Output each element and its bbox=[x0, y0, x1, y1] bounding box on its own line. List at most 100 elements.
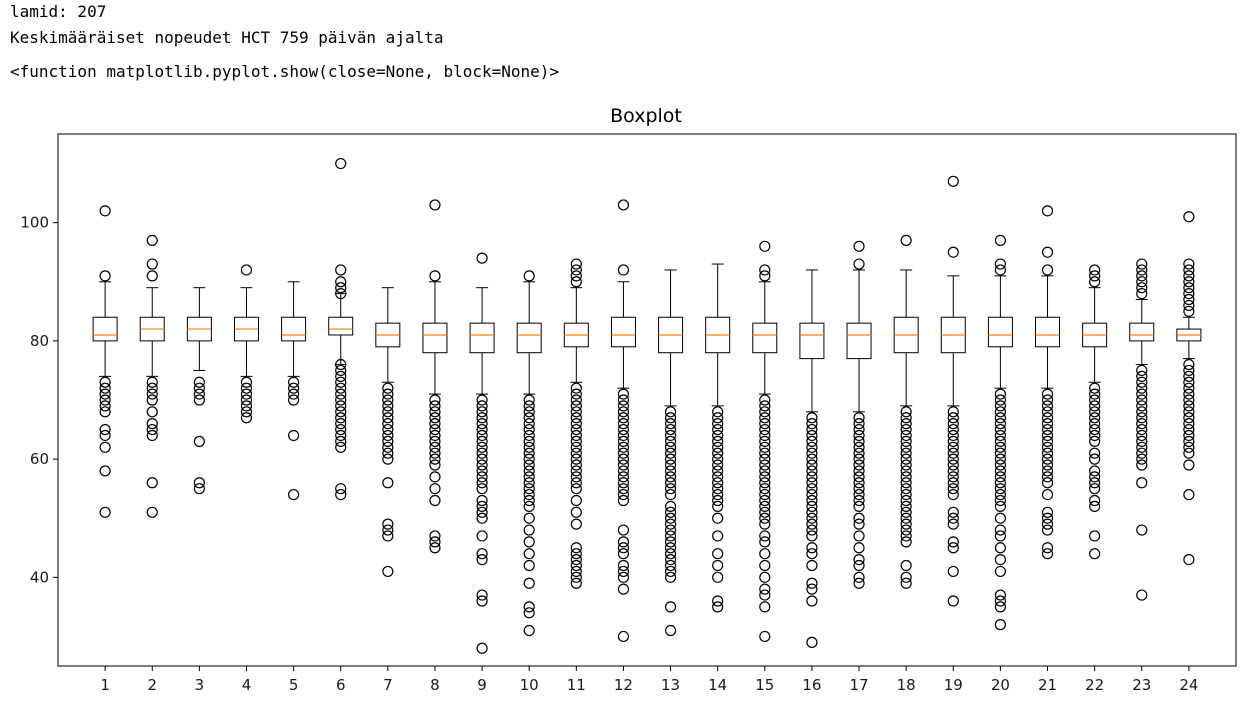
outlier-point bbox=[523, 400, 535, 412]
outlier-point bbox=[1136, 447, 1148, 459]
outlier-point bbox=[476, 465, 488, 477]
outlier-point bbox=[1183, 288, 1195, 300]
outlier-point bbox=[664, 512, 677, 524]
outlier-point bbox=[1136, 423, 1148, 436]
outlier-point bbox=[1041, 471, 1054, 483]
outlier-point bbox=[759, 571, 771, 583]
outlier-point bbox=[1183, 435, 1195, 447]
outlier-point bbox=[523, 483, 535, 495]
outlier-point bbox=[806, 524, 818, 536]
outlier-point bbox=[570, 418, 582, 430]
outlier-point bbox=[1183, 364, 1195, 377]
outlier-point bbox=[617, 488, 630, 501]
outlier-point bbox=[146, 376, 158, 388]
outlier-point bbox=[759, 465, 771, 477]
outlier-point bbox=[900, 477, 912, 489]
outlier-point bbox=[523, 429, 535, 442]
outlier-point bbox=[476, 429, 488, 442]
x-tick-label: 16 bbox=[802, 676, 821, 694]
outlier-point bbox=[806, 636, 818, 648]
outlier-point bbox=[1183, 264, 1195, 276]
outlier-point bbox=[429, 471, 441, 483]
outlier-point bbox=[947, 429, 959, 442]
outlier-point bbox=[1136, 435, 1148, 447]
outlier-point bbox=[900, 559, 912, 572]
outlier-point bbox=[759, 240, 771, 252]
outlier-point bbox=[712, 477, 724, 489]
box-iqr bbox=[1129, 322, 1155, 342]
outlier-point bbox=[523, 412, 535, 424]
outlier-point bbox=[994, 565, 1007, 578]
outlier-point bbox=[1089, 423, 1101, 436]
outlier-point bbox=[806, 412, 818, 424]
outlier-point bbox=[947, 453, 959, 465]
outlier-point bbox=[900, 465, 912, 477]
outlier-point bbox=[853, 435, 865, 447]
x-tick-label: 15 bbox=[755, 676, 774, 694]
outlier-point bbox=[1136, 376, 1148, 388]
outlier-point bbox=[759, 506, 771, 518]
outlier-point bbox=[382, 447, 394, 459]
outlier-point bbox=[617, 459, 630, 471]
outlier-point bbox=[806, 577, 818, 589]
outlier-point bbox=[759, 471, 771, 483]
box-group-17 bbox=[846, 240, 872, 589]
outlier-point bbox=[664, 423, 677, 436]
outlier-point bbox=[712, 601, 724, 613]
box-series bbox=[92, 157, 1202, 654]
box-group-8 bbox=[422, 199, 448, 554]
outlier-point bbox=[1136, 418, 1148, 430]
outlier-point bbox=[1136, 370, 1148, 382]
outlier-point bbox=[429, 400, 441, 412]
outlier-point bbox=[382, 412, 394, 424]
outlier-point bbox=[476, 548, 488, 560]
outlier-point bbox=[382, 423, 394, 436]
outlier-point bbox=[476, 506, 488, 518]
outlier-point bbox=[288, 376, 300, 388]
outlier-point bbox=[476, 453, 488, 465]
box-group-24 bbox=[1176, 211, 1202, 566]
outlier-point bbox=[335, 423, 347, 436]
outlier-point bbox=[523, 453, 535, 465]
outlier-point bbox=[994, 553, 1007, 566]
outlier-point bbox=[712, 548, 724, 560]
box-iqr bbox=[610, 316, 636, 348]
outlier-point bbox=[1041, 406, 1054, 418]
outlier-point bbox=[664, 518, 677, 530]
outlier-point bbox=[900, 459, 912, 471]
outlier-point bbox=[570, 447, 582, 459]
outlier-point bbox=[146, 258, 158, 270]
outlier-point bbox=[1183, 553, 1195, 566]
outlier-point bbox=[806, 518, 818, 530]
outlier-point bbox=[1089, 276, 1101, 288]
outlier-point bbox=[664, 559, 677, 572]
outlier-point bbox=[476, 494, 488, 507]
x-tick-label: 21 bbox=[1038, 676, 1057, 694]
outlier-point bbox=[1183, 400, 1195, 412]
outlier-point bbox=[1041, 412, 1054, 424]
outlier-point bbox=[193, 376, 205, 388]
outlier-point bbox=[853, 258, 865, 270]
outlier-point bbox=[759, 518, 771, 530]
outlier-point bbox=[759, 512, 771, 524]
outlier-point bbox=[1183, 423, 1195, 436]
outlier-point bbox=[664, 553, 677, 566]
outlier-point bbox=[335, 157, 347, 170]
outlier-point bbox=[429, 429, 441, 442]
outlier-point bbox=[523, 477, 535, 489]
outlier-point bbox=[382, 518, 394, 530]
outlier-point bbox=[759, 559, 771, 572]
outlier-point bbox=[712, 500, 724, 512]
outlier-point bbox=[476, 418, 488, 430]
outlier-point bbox=[1041, 512, 1054, 524]
outlier-point bbox=[617, 264, 630, 276]
box-group-13 bbox=[658, 269, 684, 637]
outlier-point bbox=[806, 471, 818, 483]
outlier-point bbox=[1041, 518, 1054, 530]
outlier-point bbox=[712, 471, 724, 483]
outlier-point bbox=[570, 441, 582, 453]
outlier-point bbox=[476, 412, 488, 424]
outlier-point bbox=[193, 388, 205, 400]
outlier-point bbox=[806, 488, 818, 501]
box-iqr bbox=[799, 322, 825, 360]
